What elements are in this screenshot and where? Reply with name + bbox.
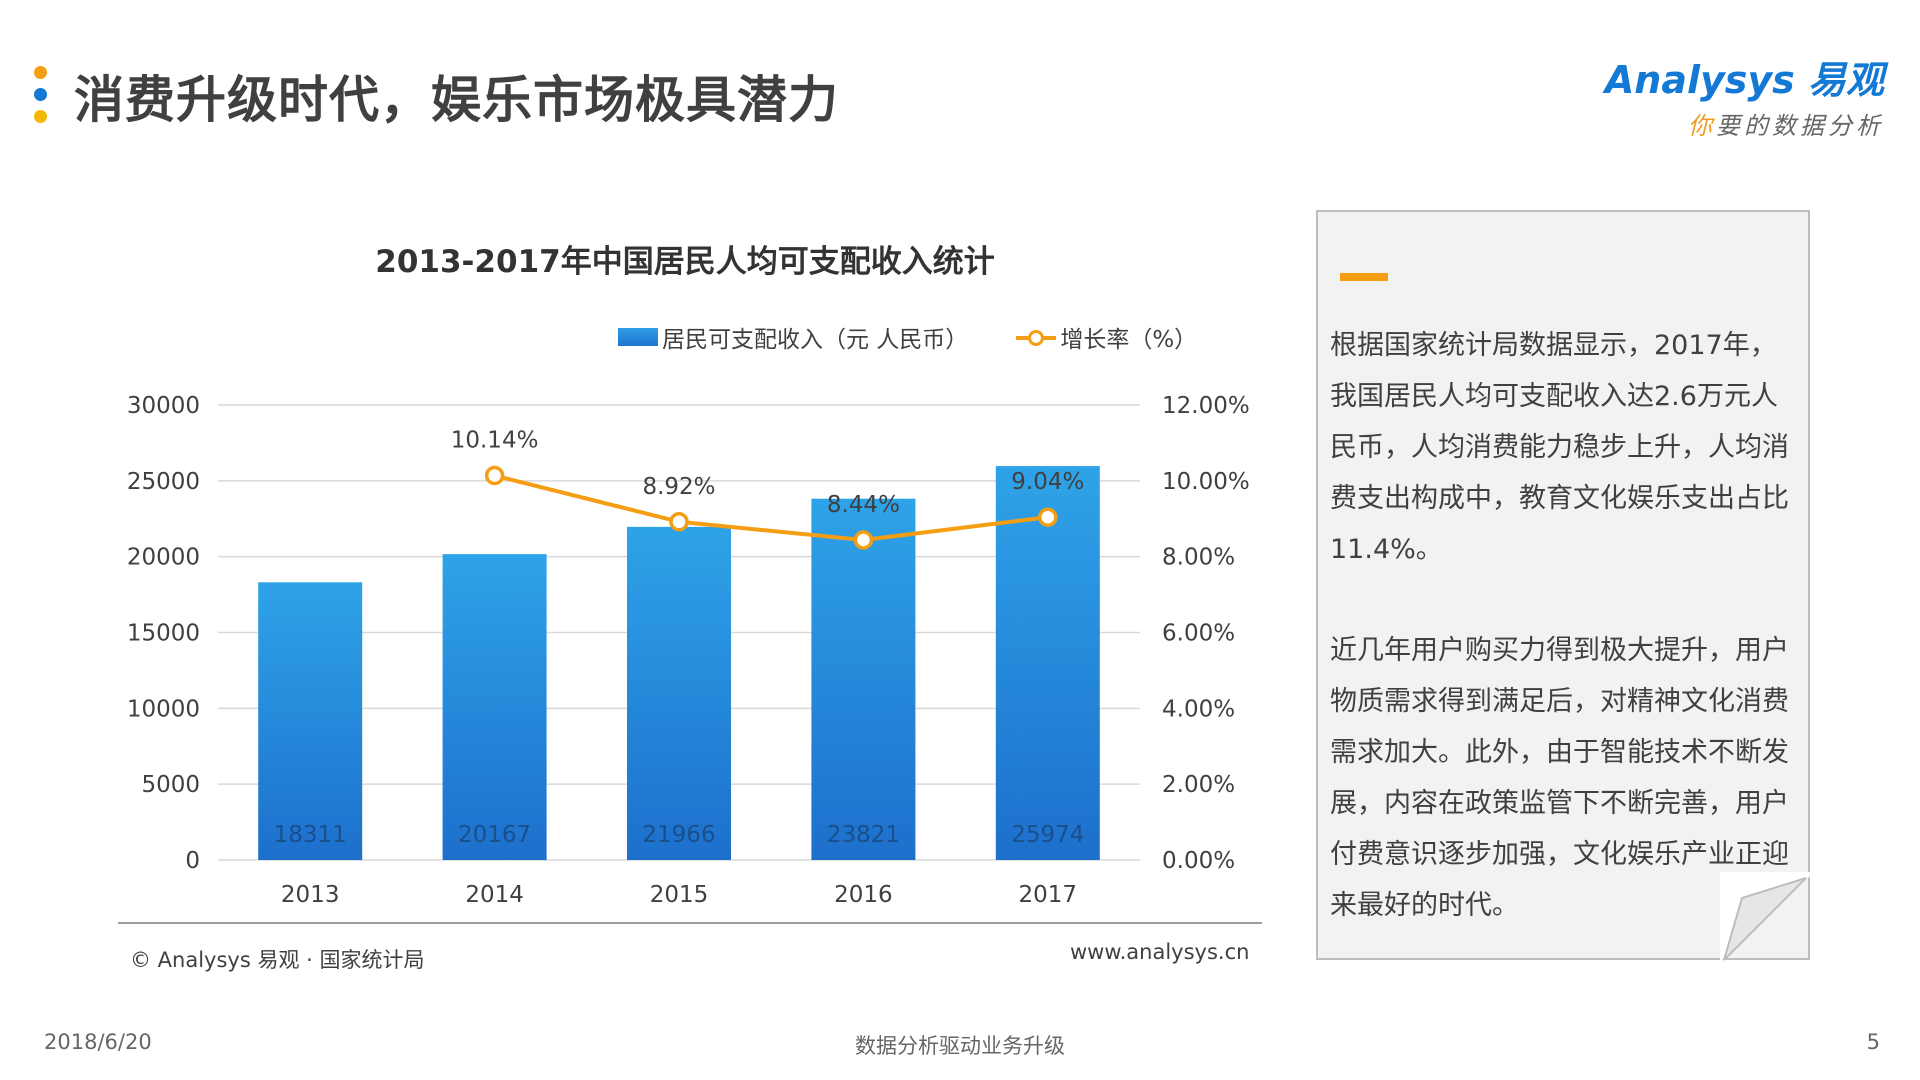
logo-brand: Analysys 易观 [1604,58,1884,102]
bar-value-label: 25974 [1011,822,1084,848]
x-tick-label: 2017 [1019,882,1078,908]
chart-legend: 居民可支配收入（元 人民币） 增长率（%） [618,320,1197,354]
y-right-tick-label: 10.00% [1162,469,1250,495]
note-paragraph-1: 根据国家统计局数据显示，2017年，我国居民人均可支配收入达2.6万元人民币，人… [1330,330,1789,565]
y-right-tick-label: 12.00% [1162,393,1250,419]
bar-value-label: 20167 [458,822,531,848]
y-left-tick-label: 30000 [127,393,200,419]
brand-logo: Analysys 易观 你要的数据分析 [1605,58,1884,141]
bar-value-label: 21966 [642,822,715,848]
x-tick-label: 2015 [650,882,709,908]
note-accent-dash [1340,273,1388,281]
website-link[interactable]: www.analysys.cn [1070,940,1250,964]
page-title: 消费升级时代，娱乐市场极具潜力 [74,71,839,129]
logo-tagline-rest: 要的数据分析 [1716,112,1884,140]
growth-point [669,512,689,532]
y-left-tick-label: 0 [185,848,200,874]
y-left-tick-label: 5000 [141,772,200,798]
footer-date: 2018/6/20 [44,1030,152,1054]
growth-value-label: 8.44% [827,492,900,518]
title-dot-3 [34,110,47,123]
source-note: © Analysys 易观 · 国家统计局 [130,948,425,972]
page-fold-corner [1720,872,1810,962]
x-tick-label: 2014 [465,882,524,908]
legend-line-label: 增长率（%） [1060,327,1198,353]
note-text: 根据国家统计局数据显示，2017年，我国居民人均可支配收入达2.6万元人民币，人… [1330,320,1800,981]
growth-value-label: 10.14% [451,428,539,454]
title-dot-1 [34,66,47,79]
y-left-tick-label: 10000 [127,696,200,722]
bar [627,526,731,860]
bar [995,466,1100,860]
bar [258,582,363,860]
growth-value-label: 8.92% [642,474,715,500]
footer-slogan: 数据分析驱动业务升级 [855,1034,1065,1058]
y-right-tick-label: 8.00% [1162,545,1235,571]
y-left-tick-label: 15000 [127,621,200,647]
bar [811,498,916,860]
note-paragraph-2: 近几年用户购买力得到极大提升，用户物质需求得到满足后，对精神文化消费需求加大。此… [1330,635,1789,921]
growth-point [484,465,505,486]
x-tick-label: 2016 [834,882,893,908]
y-right-tick-label: 4.00% [1162,696,1235,722]
y-right-tick-label: 2.00% [1162,772,1235,798]
bar [442,554,547,860]
legend-bar-swatch [618,328,658,346]
logo-tagline: 你要的数据分析 [1605,106,1884,141]
legend-bar-label: 居民可支配收入（元 人民币） [662,327,969,353]
note-card [1316,210,1810,960]
y-right-tick-label: 0.00% [1162,848,1235,874]
title-dots [34,66,48,132]
growth-value-label: 9.04% [1011,469,1084,495]
growth-point [853,530,874,550]
legend-line-swatch [1016,327,1057,347]
growth-line [494,473,1049,542]
growth-point [1038,507,1058,527]
y-right-tick-label: 6.00% [1162,621,1235,647]
page-number: 5 [1866,1030,1880,1054]
logo-tagline-accent: 你 [1688,112,1716,140]
chart-title: 2013-2017年中国居民人均可支配收入统计 [375,244,995,280]
bar-value-label: 23821 [827,822,900,848]
y-left-tick-label: 25000 [127,469,200,495]
x-tick-label: 2013 [281,882,340,908]
title-dot-2 [34,88,47,101]
y-left-tick-label: 20000 [127,545,200,571]
bar-value-label: 18311 [274,822,347,848]
